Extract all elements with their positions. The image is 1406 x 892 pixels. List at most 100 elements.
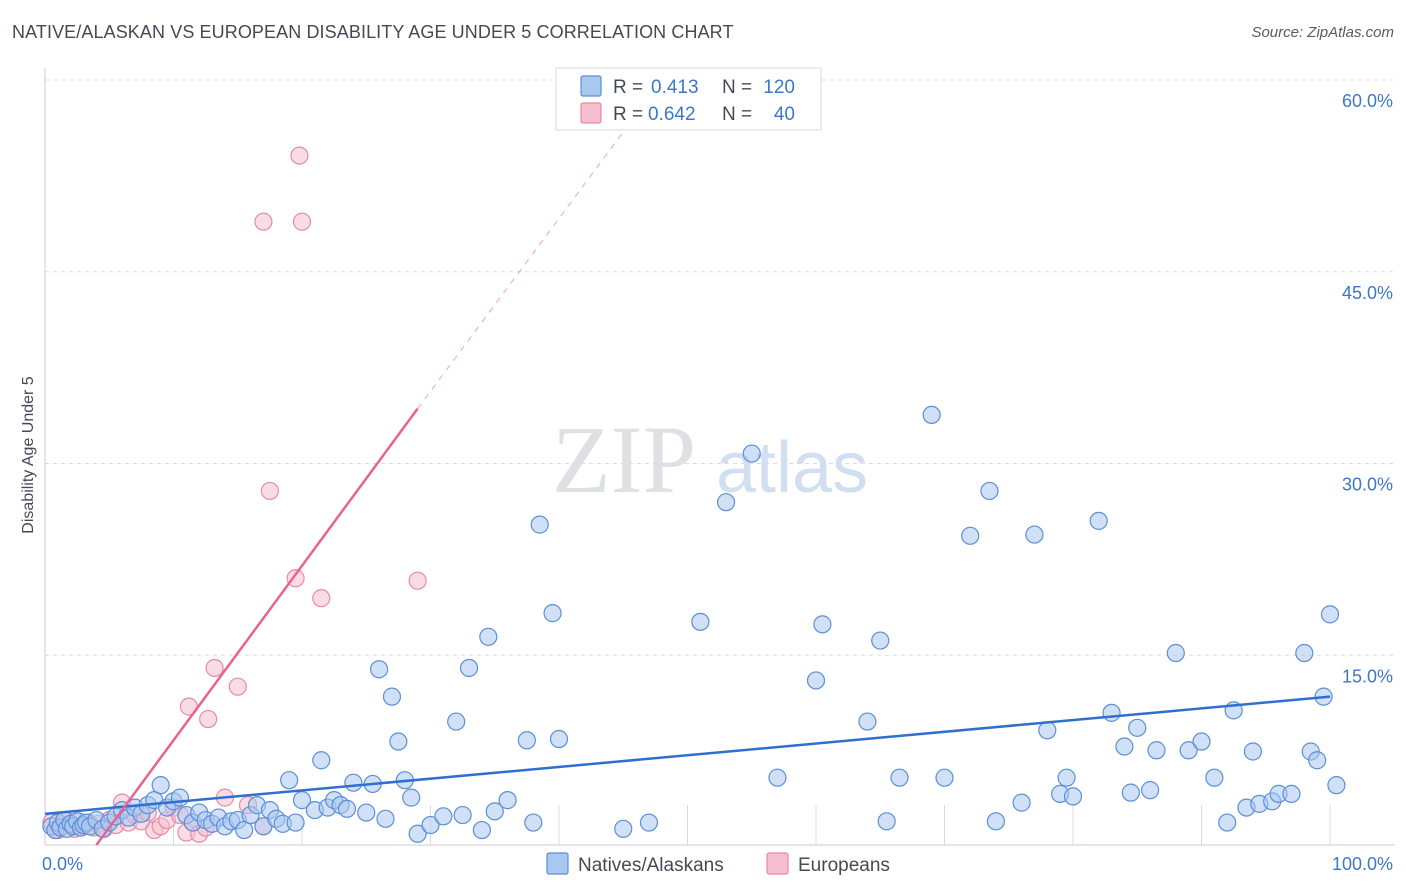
- legend-n-value-natives: 120: [763, 77, 795, 98]
- natives-point: [370, 660, 389, 679]
- natives-point: [524, 813, 543, 832]
- europeans-trendline-extension: [417, 131, 624, 410]
- natives-point: [1192, 732, 1211, 751]
- series-legend-swatch-europeans: [766, 852, 789, 875]
- europeans-point: [260, 481, 279, 501]
- series-legend-label-europeans: Europeans: [798, 855, 890, 876]
- natives-point: [890, 768, 909, 787]
- natives-point: [389, 732, 408, 751]
- natives-point: [1243, 742, 1263, 761]
- y-tick-label: 45.0%: [1342, 283, 1393, 303]
- natives-point: [1205, 768, 1224, 787]
- natives-points: [42, 405, 1346, 843]
- natives-point: [472, 820, 491, 840]
- europeans-point: [286, 569, 305, 588]
- natives-point: [1147, 741, 1166, 760]
- watermark: ZIP atlas: [552, 406, 868, 513]
- natives-point: [1179, 741, 1198, 760]
- natives-point: [691, 612, 710, 631]
- natives-point: [459, 658, 479, 678]
- natives-point: [877, 812, 896, 831]
- europeans-point: [408, 571, 427, 590]
- natives-point: [382, 687, 402, 706]
- natives-point: [1140, 781, 1160, 800]
- series-legend: Natives/Alaskans Europeans: [546, 852, 890, 876]
- natives-point: [986, 812, 1006, 831]
- natives-point: [235, 820, 254, 840]
- natives-point: [402, 788, 421, 807]
- natives-point: [530, 515, 549, 534]
- natives-point: [479, 627, 498, 646]
- natives-point: [1038, 721, 1057, 740]
- natives-point: [549, 729, 569, 749]
- natives-point: [337, 799, 357, 818]
- natives-point: [344, 773, 363, 792]
- natives-point: [813, 615, 832, 634]
- natives-point: [421, 815, 440, 835]
- legend-swatch-europeans: [580, 102, 602, 124]
- natives-point: [1057, 768, 1076, 787]
- natives-point: [376, 809, 395, 828]
- natives-point: [1115, 737, 1134, 756]
- natives-point: [357, 803, 376, 822]
- europeans-point: [290, 146, 309, 165]
- legend-n-value-europeans: 40: [774, 104, 795, 125]
- watermark-atlas: atlas: [716, 428, 868, 508]
- natives-point: [935, 768, 954, 787]
- natives-point: [858, 712, 877, 731]
- natives-point: [922, 405, 941, 424]
- chart-title: NATIVE/ALASKAN VS EUROPEAN DISABILITY AG…: [12, 22, 734, 42]
- natives-point: [1063, 787, 1083, 806]
- natives-point: [871, 631, 890, 650]
- natives-point: [453, 805, 472, 825]
- x-tick-label: 100.0%: [1332, 854, 1393, 874]
- europeans-points: [42, 146, 427, 843]
- natives-point: [742, 444, 761, 463]
- y-tick-label: 30.0%: [1342, 475, 1393, 495]
- natives-trendline: [44, 695, 1331, 816]
- europeans-trendline: [95, 407, 419, 846]
- legend-r-label-europeans: R =: [613, 104, 643, 125]
- natives-point: [961, 526, 980, 545]
- natives-point: [1327, 776, 1346, 795]
- natives-point: [1218, 813, 1237, 832]
- natives-point: [1308, 751, 1327, 770]
- y-axis-label: Disability Age Under 5: [20, 376, 37, 534]
- natives-point: [543, 604, 562, 623]
- natives-point: [1295, 643, 1314, 663]
- tick-labels: 15.0% 30.0% 45.0% 60.0% 0.0% 100.0%: [42, 91, 1393, 874]
- natives-point: [408, 824, 427, 843]
- watermark-zip: ZIP: [552, 406, 696, 513]
- legend-n-label-europeans: N =: [722, 104, 752, 125]
- natives-point: [485, 802, 504, 821]
- legend-r-value-natives: 0.413: [651, 77, 699, 98]
- natives-point: [716, 493, 736, 512]
- natives-point: [980, 481, 999, 501]
- natives-point: [1012, 793, 1031, 812]
- series-legend-swatch-natives: [546, 852, 569, 875]
- natives-point: [286, 813, 305, 832]
- natives-point: [517, 731, 536, 750]
- natives-point: [1128, 718, 1147, 737]
- natives-point: [1121, 783, 1140, 802]
- europeans-point: [254, 212, 273, 231]
- natives-point: [614, 819, 633, 838]
- natives-point: [312, 751, 331, 770]
- natives-point: [1320, 605, 1340, 624]
- natives-point: [434, 807, 453, 826]
- europeans-point: [228, 677, 247, 696]
- natives-point: [1102, 703, 1121, 722]
- trendlines: [44, 131, 1331, 846]
- natives-point: [280, 771, 299, 790]
- europeans-point: [205, 658, 224, 678]
- natives-point: [498, 791, 517, 810]
- series-legend-label-natives: Natives/Alaskans: [578, 855, 724, 876]
- y-tick-label: 15.0%: [1342, 666, 1393, 686]
- natives-point: [639, 813, 659, 832]
- natives-point: [1282, 784, 1301, 803]
- x-tick-label: 0.0%: [42, 854, 83, 874]
- natives-point: [806, 671, 826, 690]
- europeans-point: [312, 589, 331, 608]
- europeans-point: [292, 212, 312, 231]
